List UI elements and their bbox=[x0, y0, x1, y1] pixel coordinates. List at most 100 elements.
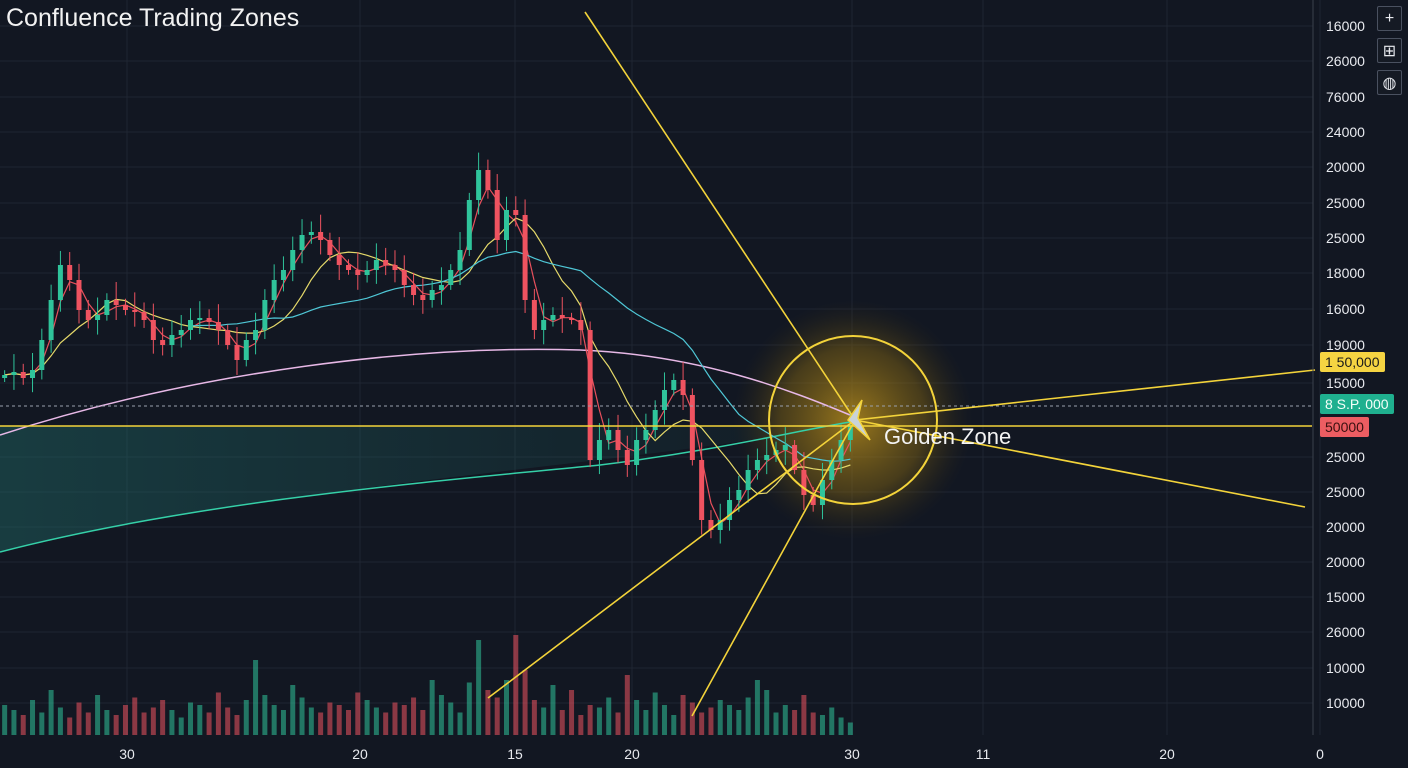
candle-body bbox=[606, 430, 612, 440]
volume-bar bbox=[39, 712, 45, 735]
volume-bar bbox=[2, 705, 8, 735]
volume-bar bbox=[299, 697, 305, 735]
candle-body bbox=[634, 440, 640, 465]
candle-body bbox=[188, 320, 194, 330]
volume-bar bbox=[122, 705, 128, 735]
candle-body bbox=[801, 470, 807, 495]
candle-body bbox=[745, 470, 751, 490]
price-tick-label: 24000 bbox=[1326, 124, 1365, 140]
moving-average-line bbox=[190, 250, 851, 462]
trendline bbox=[584, 11, 856, 421]
price-badge-teal: 8 S.P. 000 bbox=[1320, 394, 1394, 414]
volume-bar bbox=[206, 712, 212, 735]
price-tick-label: 10000 bbox=[1326, 695, 1365, 711]
volume-bar bbox=[262, 695, 268, 735]
candle-body bbox=[318, 232, 324, 240]
volume-bar bbox=[113, 715, 119, 735]
volume-bar bbox=[457, 712, 463, 735]
volume-bar bbox=[253, 660, 259, 735]
volume-bar bbox=[271, 705, 277, 735]
volume-bar bbox=[531, 700, 537, 735]
volume-bar bbox=[717, 700, 723, 735]
candle-body bbox=[243, 340, 249, 360]
price-tick-label: 20000 bbox=[1326, 159, 1365, 175]
volume-bar bbox=[569, 690, 575, 735]
volume-bar bbox=[745, 697, 751, 735]
price-tick-label: 20000 bbox=[1326, 554, 1365, 570]
candle-body bbox=[559, 315, 565, 318]
price-tick-label: 26000 bbox=[1326, 53, 1365, 69]
candle-body bbox=[271, 280, 277, 300]
volume-bar bbox=[401, 705, 407, 735]
candle-body bbox=[810, 495, 816, 505]
volume-bar bbox=[280, 710, 286, 735]
candle-body bbox=[847, 425, 853, 440]
trendline bbox=[487, 419, 856, 699]
candle-body bbox=[85, 310, 91, 320]
volume-bar bbox=[550, 685, 556, 735]
layout-button[interactable]: ⊞ bbox=[1377, 38, 1402, 63]
volume-bar bbox=[773, 712, 779, 735]
time-tick-label: 20 bbox=[624, 746, 640, 762]
candle-body bbox=[327, 240, 333, 255]
zoom-in-button[interactable]: + bbox=[1377, 6, 1402, 31]
volume-bar bbox=[76, 702, 82, 735]
volume-bar bbox=[494, 697, 500, 735]
trendlines[interactable] bbox=[487, 11, 1316, 717]
price-tick-label: 15000 bbox=[1326, 375, 1365, 391]
candle-body bbox=[717, 520, 723, 530]
candle-body bbox=[587, 330, 593, 460]
trendline bbox=[691, 419, 856, 717]
volume-bar bbox=[503, 680, 509, 735]
candle-body bbox=[727, 500, 733, 520]
candle-body bbox=[383, 260, 389, 265]
candle-body bbox=[569, 318, 575, 320]
candle-body bbox=[280, 270, 286, 280]
candle-body bbox=[411, 285, 417, 295]
volume-bar bbox=[643, 710, 649, 735]
candle-body bbox=[373, 260, 379, 270]
time-tick-label: 20 bbox=[352, 746, 368, 762]
long-ma-line bbox=[0, 348, 851, 436]
candle-body bbox=[346, 265, 352, 270]
camera-icon: ◍ bbox=[1382, 74, 1397, 92]
volume-bar bbox=[829, 707, 835, 735]
candle-body bbox=[11, 372, 17, 375]
volume-bar bbox=[838, 717, 844, 735]
trendline bbox=[854, 369, 1316, 421]
candle-body bbox=[541, 320, 547, 330]
volume-bar bbox=[392, 702, 398, 735]
price-tick-label: 25000 bbox=[1326, 449, 1365, 465]
volume-bar bbox=[634, 700, 640, 735]
candle-body bbox=[215, 322, 221, 330]
candle-body bbox=[225, 330, 231, 345]
candle-body bbox=[792, 445, 798, 470]
candle-body bbox=[522, 215, 528, 300]
volume-bar bbox=[438, 695, 444, 735]
price-tick-label: 25000 bbox=[1326, 195, 1365, 211]
candle-body bbox=[197, 318, 203, 320]
volume-bar bbox=[346, 710, 352, 735]
price-tick-label: 76000 bbox=[1326, 89, 1365, 105]
candle-body bbox=[76, 280, 82, 310]
candle-body bbox=[764, 455, 770, 460]
candle-body bbox=[364, 270, 370, 275]
volume-bar bbox=[466, 682, 472, 735]
candles bbox=[2, 152, 853, 544]
volume-bar bbox=[699, 712, 705, 735]
volume-bar bbox=[652, 692, 658, 735]
teal-fill-band bbox=[0, 425, 840, 552]
volume-bar bbox=[680, 695, 686, 735]
candle-body bbox=[392, 265, 398, 270]
volume-bar bbox=[782, 705, 788, 735]
screenshot-button[interactable]: ◍ bbox=[1377, 70, 1402, 95]
candle-body bbox=[531, 300, 537, 330]
cursor-arrow-icon bbox=[847, 399, 871, 441]
candle-body bbox=[652, 410, 658, 430]
candle-body bbox=[513, 210, 519, 215]
candle-body bbox=[95, 315, 101, 320]
volume-bar bbox=[30, 700, 36, 735]
golden-zone-circle[interactable] bbox=[768, 335, 938, 505]
golden-zone-label: Golden Zone bbox=[884, 424, 1012, 449]
